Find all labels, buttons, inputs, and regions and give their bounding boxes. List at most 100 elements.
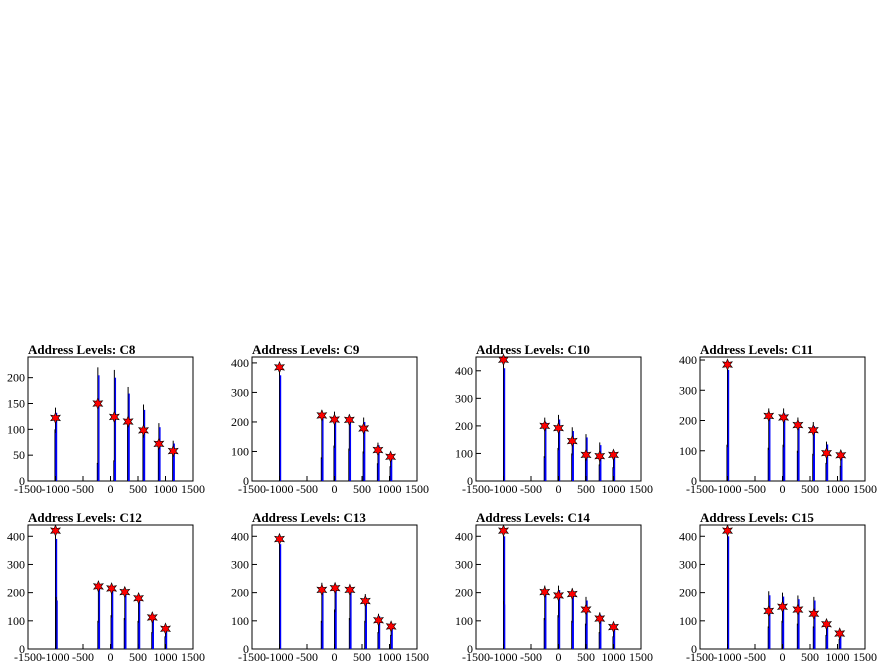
x-tick-label: 0 — [332, 482, 338, 496]
y-tick-label: 200 — [231, 415, 249, 429]
x-tick-label: 500 — [353, 650, 371, 664]
peak-marker — [328, 413, 341, 426]
x-tick-label: 1500 — [853, 650, 877, 664]
peak-marker — [497, 524, 510, 537]
chart-panel-7: Address Levels: C15 0 100 200 300 400 -1500 -10… — [679, 510, 877, 664]
x-tick-label: -1500 — [14, 482, 42, 496]
y-tick-label: 300 — [455, 557, 473, 571]
y-tick-label: 0 — [19, 642, 25, 656]
x-tick-label: 1500 — [405, 650, 429, 664]
y-tick-label: 400 — [231, 356, 249, 370]
y-tick-label: 400 — [231, 529, 249, 543]
y-tick-label: 300 — [231, 385, 249, 399]
y-tick-label: 0 — [243, 474, 249, 488]
x-tick-label: -1000 — [714, 482, 742, 496]
y-tick-label: 100 — [679, 614, 697, 628]
y-tick-label: 0 — [691, 474, 697, 488]
x-tick-label: 0 — [556, 482, 562, 496]
peak-marker — [122, 415, 134, 428]
x-tick-label: -1000 — [266, 482, 294, 496]
x-tick-label: -500 — [296, 650, 318, 664]
x-tick-label: -1500 — [14, 650, 42, 664]
peak-marker — [358, 422, 370, 435]
chart-title: Address Levels: C10 — [476, 342, 590, 357]
chart-panel-1: Address Levels: C9 0 100 200 300 400 -1500 -100… — [231, 342, 429, 496]
x-tick-label: -1500 — [462, 650, 490, 664]
x-tick-label: -500 — [744, 482, 766, 496]
x-tick-label: 1000 — [602, 482, 626, 496]
chart-panel-5: Address Levels: C13 0 100 200 300 400 -1500 -10… — [231, 510, 429, 664]
chart-title: Address Levels: C13 — [252, 510, 366, 525]
y-tick-label: 300 — [231, 557, 249, 571]
x-tick-label: -500 — [520, 650, 542, 664]
peak-marker — [359, 594, 371, 608]
chart-title: Address Levels: C9 — [252, 342, 360, 357]
peak-marker — [763, 604, 775, 618]
x-tick-label: -500 — [72, 650, 94, 664]
peak-marker — [580, 448, 592, 462]
y-tick-label: 100 — [455, 614, 473, 628]
y-tick-label: 200 — [679, 414, 697, 428]
peak-marker — [372, 443, 384, 457]
chart-panel-6: Address Levels: C14 0 100 200 300 400 -1500 -10… — [455, 510, 653, 664]
chart-title: Address Levels: C12 — [28, 510, 142, 525]
chart-title: Address Levels: C15 — [700, 510, 814, 525]
x-tick-label: 1500 — [181, 650, 205, 664]
peak-marker — [594, 612, 606, 625]
x-tick-label: -1500 — [686, 482, 714, 496]
x-tick-label: -1000 — [490, 482, 518, 496]
y-tick-label: 50 — [13, 448, 25, 462]
x-tick-label: -1500 — [238, 482, 266, 496]
peak-marker — [344, 583, 356, 597]
x-tick-label: 1000 — [826, 482, 850, 496]
x-tick-label: -1000 — [714, 650, 742, 664]
x-tick-label: -1000 — [490, 650, 518, 664]
x-tick-label: 500 — [129, 650, 147, 664]
x-tick-label: 0 — [108, 482, 114, 496]
x-tick-label: 0 — [108, 650, 114, 664]
x-tick-label: -1000 — [42, 650, 70, 664]
y-tick-label: 400 — [455, 529, 473, 543]
y-tick-label: 0 — [467, 474, 473, 488]
y-tick-label: 400 — [679, 353, 697, 367]
peak-marker — [763, 409, 775, 423]
peak-marker — [552, 421, 565, 435]
peak-marker — [834, 627, 846, 640]
y-tick-label: 100 — [231, 614, 249, 628]
x-tick-label: 0 — [780, 482, 786, 496]
x-tick-label: -1000 — [42, 482, 70, 496]
x-tick-label: -500 — [520, 482, 542, 496]
peak-marker — [153, 437, 165, 451]
x-tick-label: 1500 — [405, 482, 429, 496]
x-tick-label: 1000 — [154, 482, 178, 496]
y-tick-label: 200 — [7, 371, 25, 385]
peak-marker — [721, 524, 734, 537]
peak-marker — [106, 582, 118, 595]
peak-marker — [539, 419, 551, 433]
peak-marker — [273, 532, 286, 546]
y-tick-label: 0 — [467, 642, 473, 656]
peak-marker — [594, 449, 606, 463]
peak-marker — [721, 358, 734, 371]
x-tick-label: 1000 — [378, 482, 402, 496]
y-tick-label: 0 — [19, 474, 25, 488]
x-tick-label: 1500 — [629, 650, 653, 664]
peak-marker — [792, 603, 804, 616]
peak-marker — [49, 411, 62, 425]
peak-marker — [316, 583, 328, 597]
peak-marker — [778, 411, 790, 424]
peak-marker — [159, 622, 172, 635]
x-tick-label: 0 — [556, 650, 562, 664]
peak-marker — [539, 585, 551, 599]
y-tick-label: 0 — [243, 642, 249, 656]
peak-marker — [49, 524, 62, 537]
chart-title: Address Levels: C8 — [28, 342, 136, 357]
peak-marker — [316, 409, 328, 422]
x-tick-label: 1500 — [181, 482, 205, 496]
x-tick-label: -500 — [296, 482, 318, 496]
x-tick-label: 1000 — [826, 650, 850, 664]
chart-panel-4: Address Levels: C12 0 100 200 300 400 -1500 -10… — [7, 510, 205, 664]
x-tick-label: 1000 — [154, 650, 178, 664]
y-tick-label: 200 — [231, 586, 249, 600]
